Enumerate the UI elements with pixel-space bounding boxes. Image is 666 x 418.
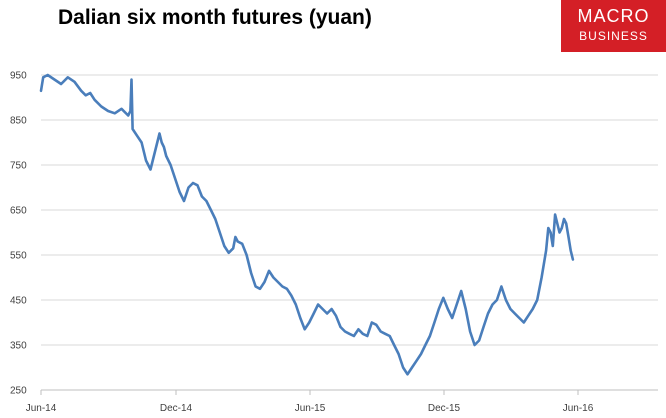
y-tick-label: 850 [10, 116, 27, 127]
y-tick-label: 750 [10, 161, 27, 172]
y-tick-label: 450 [10, 296, 27, 307]
macro-business-logo: MACRO BUSINESS [561, 0, 666, 52]
y-tick-label: 650 [10, 206, 27, 217]
x-tick-label: Jun-15 [295, 403, 326, 414]
y-tick-label: 350 [10, 341, 27, 352]
y-tick-label: 250 [10, 386, 27, 397]
x-tick-label: Dec-14 [160, 403, 193, 414]
logo-line-2: BUSINESS [579, 29, 648, 43]
series-line [39, 73, 575, 376]
chart-title: Dalian six month futures (yuan) [58, 6, 372, 29]
x-tick-label: Jun-16 [563, 403, 594, 414]
y-tick-label: 950 [10, 71, 27, 82]
logo-line-1: MACRO [577, 6, 650, 26]
x-tick-label: Dec-15 [428, 403, 461, 414]
y-tick-label: 550 [10, 251, 27, 262]
x-tick-label: Jun-14 [26, 403, 57, 414]
